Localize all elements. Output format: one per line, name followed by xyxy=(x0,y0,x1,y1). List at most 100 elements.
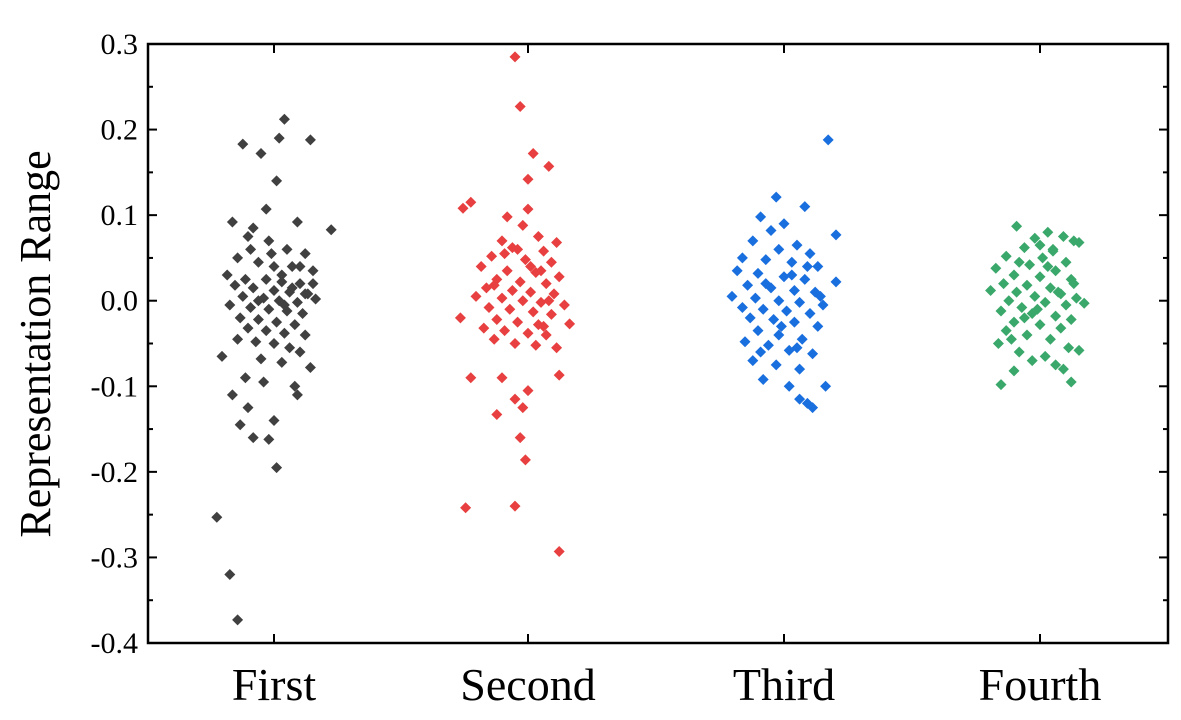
data-point xyxy=(491,314,503,326)
data-point xyxy=(1011,286,1023,298)
data-point xyxy=(564,318,576,330)
data-point xyxy=(232,252,244,264)
data-point xyxy=(457,202,469,214)
data-point xyxy=(304,361,316,373)
data-point xyxy=(726,290,738,302)
data-point xyxy=(211,511,223,523)
data-point xyxy=(1057,231,1069,243)
data-point xyxy=(1039,296,1051,308)
data-point xyxy=(558,299,570,311)
data-point xyxy=(799,201,811,213)
data-point xyxy=(284,342,296,354)
data-point xyxy=(291,389,303,401)
data-point xyxy=(226,216,238,228)
data-point xyxy=(1034,271,1046,283)
data-point xyxy=(519,454,531,466)
data-point xyxy=(814,290,826,302)
data-point xyxy=(1039,350,1051,362)
data-point xyxy=(252,314,264,326)
data-point xyxy=(1044,282,1056,294)
data-point xyxy=(773,243,785,255)
data-point xyxy=(535,296,547,308)
data-point xyxy=(522,385,534,397)
data-point xyxy=(1042,226,1054,238)
data-point xyxy=(757,303,769,315)
data-point xyxy=(232,333,244,345)
data-point xyxy=(752,325,764,337)
data-point xyxy=(807,402,819,414)
data-point xyxy=(807,348,819,360)
data-point xyxy=(794,296,806,308)
data-point xyxy=(255,353,267,365)
data-point xyxy=(1005,333,1017,345)
data-point xyxy=(553,369,565,381)
data-point xyxy=(783,380,795,392)
data-point xyxy=(299,329,311,341)
plot-frame xyxy=(146,42,1170,645)
data-point xyxy=(226,389,238,401)
data-point xyxy=(252,256,264,268)
x-axis: First Second Third Fourth xyxy=(232,44,1101,710)
data-point xyxy=(488,279,500,291)
data-point xyxy=(229,279,241,291)
data-point xyxy=(995,379,1007,391)
data-point xyxy=(760,254,772,266)
data-point xyxy=(527,306,539,318)
data-point xyxy=(263,433,275,445)
data-point xyxy=(535,265,547,277)
data-point xyxy=(1070,292,1082,304)
data-point xyxy=(499,248,511,260)
data-point xyxy=(799,273,811,285)
data-point xyxy=(1057,363,1069,375)
data-point xyxy=(1055,322,1067,334)
data-point xyxy=(527,148,539,160)
data-point xyxy=(273,132,285,144)
data-point xyxy=(755,211,767,223)
y-tick-label: 0.3 xyxy=(101,28,139,61)
data-point xyxy=(289,319,301,331)
data-point xyxy=(263,235,275,247)
data-point xyxy=(530,339,542,351)
data-point xyxy=(509,500,521,512)
data-point xyxy=(509,338,521,349)
data-point xyxy=(532,231,544,243)
data-point xyxy=(522,327,534,339)
y-tick-label: -0.2 xyxy=(91,456,139,489)
data-point xyxy=(496,372,508,384)
data-point xyxy=(1052,286,1064,298)
data-point xyxy=(234,312,246,324)
data-point xyxy=(1013,256,1025,268)
data-point xyxy=(773,295,785,307)
data-point xyxy=(545,256,557,268)
data-point xyxy=(731,265,743,277)
data-point xyxy=(755,346,767,358)
data-point xyxy=(757,373,769,385)
data-point xyxy=(216,350,228,362)
data-point xyxy=(1073,344,1085,356)
data-point xyxy=(1031,303,1043,315)
data-point xyxy=(551,237,563,249)
data-point xyxy=(791,239,803,251)
data-point xyxy=(250,336,262,348)
data-point xyxy=(1018,312,1030,324)
data-point xyxy=(307,278,319,290)
data-point xyxy=(992,338,1004,349)
data-point xyxy=(830,229,842,241)
data-point xyxy=(242,402,254,414)
data-point xyxy=(291,296,303,308)
data-point xyxy=(739,336,751,348)
data-point xyxy=(781,305,793,317)
data-point xyxy=(475,260,487,272)
x-category-label: First xyxy=(232,659,317,710)
data-point xyxy=(1003,295,1015,307)
y-tick-label: 0.1 xyxy=(101,199,139,232)
data-points xyxy=(211,51,1090,626)
data-point xyxy=(512,243,524,255)
y-axis: 0.3 0.2 0.1 0.0 -0.1 -0.2 -0.3 -0.4 xyxy=(91,28,1168,660)
data-point xyxy=(260,273,272,285)
data-point xyxy=(297,308,309,320)
data-point xyxy=(1065,376,1077,388)
data-point xyxy=(276,276,288,288)
y-axis-title: Representation Range xyxy=(11,150,60,537)
data-point xyxy=(543,295,555,307)
